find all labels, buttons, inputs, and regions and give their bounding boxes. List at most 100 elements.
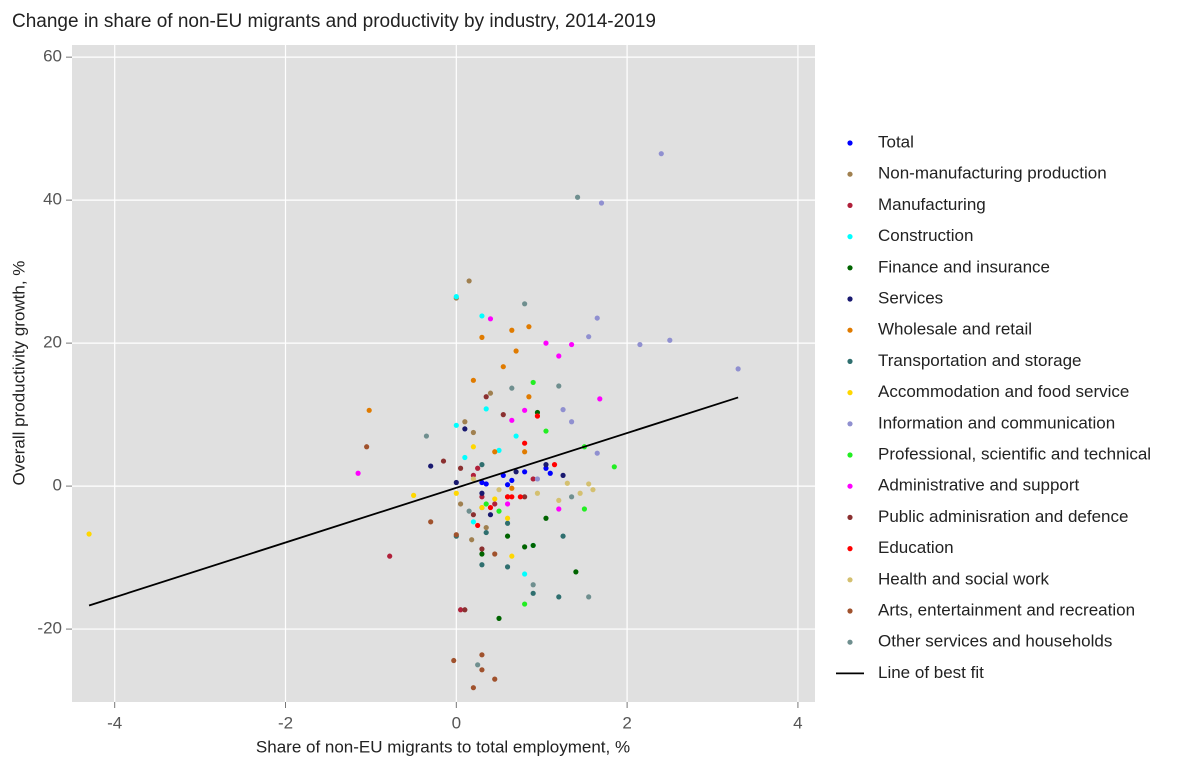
data-point <box>428 519 434 525</box>
legend-label: Line of best fit <box>878 663 984 682</box>
data-point <box>522 449 528 455</box>
data-point <box>574 194 581 200</box>
data-point <box>487 316 494 322</box>
y-tick-label: 60 <box>43 47 62 66</box>
data-point <box>590 487 596 493</box>
data-point <box>504 520 511 526</box>
data-point <box>483 406 489 412</box>
data-point <box>504 482 511 488</box>
legend-marker <box>847 296 853 302</box>
data-point <box>569 419 575 425</box>
data-point <box>475 465 481 471</box>
data-point <box>522 469 528 475</box>
data-point <box>462 454 468 461</box>
data-point <box>457 465 464 471</box>
data-point <box>470 444 476 450</box>
data-point <box>598 200 605 206</box>
data-point <box>509 494 515 500</box>
data-point <box>479 667 485 673</box>
data-point <box>470 377 476 383</box>
legend-marker <box>847 327 853 333</box>
data-point <box>387 553 393 559</box>
data-point <box>581 506 588 512</box>
data-point <box>530 476 536 482</box>
data-point <box>577 490 583 496</box>
x-tick-label: 2 <box>622 713 631 732</box>
data-point <box>637 341 643 348</box>
data-point <box>551 462 558 468</box>
data-point <box>483 394 489 400</box>
data-point <box>530 590 536 596</box>
data-point <box>522 301 528 307</box>
data-point <box>428 463 434 469</box>
data-point <box>492 501 498 507</box>
data-point <box>487 390 494 396</box>
legend-marker <box>847 421 853 427</box>
data-point <box>556 497 562 503</box>
legend-marker <box>847 202 853 208</box>
data-point <box>530 542 536 549</box>
data-point <box>470 512 476 518</box>
data-point <box>504 533 511 539</box>
legend-label: Services <box>878 288 943 307</box>
data-point <box>597 396 603 402</box>
data-point <box>440 458 447 464</box>
data-point <box>522 494 528 500</box>
data-point <box>423 433 430 439</box>
data-point <box>483 481 489 487</box>
data-point <box>479 313 485 319</box>
data-point <box>509 485 515 491</box>
data-point <box>573 569 579 575</box>
data-point <box>667 337 673 343</box>
data-point <box>462 607 468 613</box>
data-point <box>86 531 92 537</box>
data-point <box>492 676 498 682</box>
data-point <box>569 341 575 348</box>
legend-marker <box>847 234 853 240</box>
data-point <box>457 501 464 507</box>
legend-label: Transportation and storage <box>878 351 1082 370</box>
data-point <box>556 506 562 512</box>
legend-label: Construction <box>878 226 973 245</box>
legend-label: Manufacturing <box>878 195 986 214</box>
data-point <box>534 490 541 496</box>
data-point <box>470 429 476 436</box>
data-point <box>513 348 519 354</box>
legend-label: Finance and insurance <box>878 257 1050 276</box>
y-tick-label: 0 <box>53 476 62 495</box>
data-point <box>611 464 617 470</box>
data-point <box>504 501 511 507</box>
x-tick-label: -4 <box>107 713 122 732</box>
legend-label: Other services and households <box>878 632 1112 651</box>
y-axis-title: Overall productivity growth, % <box>9 261 28 486</box>
data-point <box>509 553 515 559</box>
data-point <box>496 508 502 514</box>
legend-marker <box>847 608 853 614</box>
data-point <box>492 496 498 502</box>
data-point <box>513 469 519 475</box>
data-point <box>479 490 485 496</box>
data-point <box>470 685 476 691</box>
legend-label: Information and communication <box>878 413 1115 432</box>
legend-label: Health and social work <box>878 569 1050 588</box>
chart-title: Change in share of non-EU migrants and p… <box>12 11 656 32</box>
data-point <box>526 394 532 400</box>
data-point <box>453 479 459 486</box>
data-point <box>564 480 570 486</box>
data-point <box>547 470 553 476</box>
data-point <box>586 481 592 487</box>
data-point <box>355 470 361 476</box>
data-point <box>487 512 494 518</box>
data-point <box>522 544 528 550</box>
data-point <box>479 562 485 568</box>
data-point <box>479 652 485 658</box>
data-point <box>504 494 511 500</box>
x-tick-label: 0 <box>452 713 461 732</box>
fit-line <box>88 396 739 607</box>
data-point <box>543 462 549 468</box>
data-point <box>534 413 541 419</box>
data-point <box>366 407 372 413</box>
legend-marker <box>847 358 853 364</box>
data-point <box>492 551 498 557</box>
